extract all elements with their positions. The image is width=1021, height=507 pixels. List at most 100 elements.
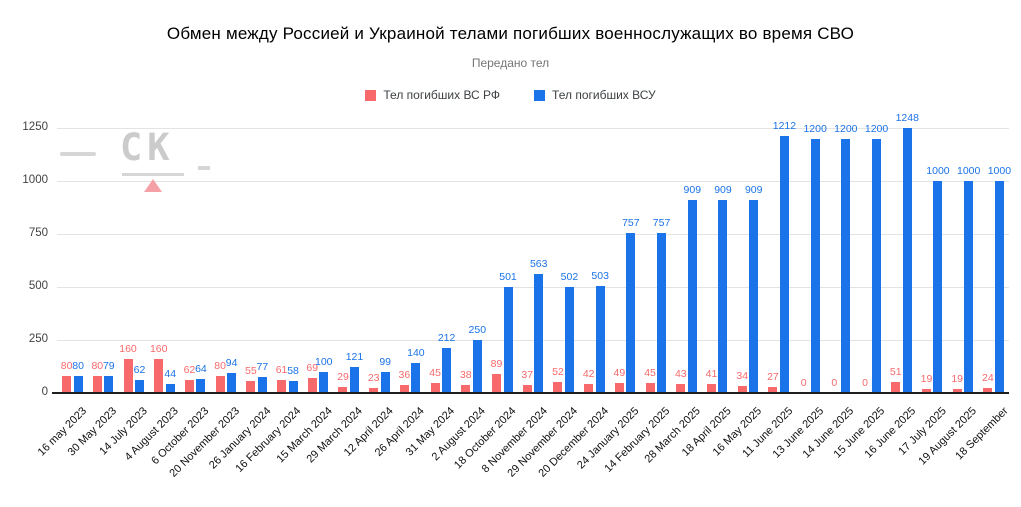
data-label-vsu-19 August 2025: 1000 bbox=[956, 165, 981, 177]
bar-vsu-14 July 2023 bbox=[135, 379, 144, 393]
legend: Тел погибших ВС РФ Тел погибших ВСУ bbox=[0, 88, 1021, 102]
bar-vsu-20 December 2024 bbox=[595, 286, 605, 393]
data-label-rf-26 April 2024: 36 bbox=[398, 369, 411, 382]
bar-vsu-17 July 2025 bbox=[933, 181, 943, 393]
bar-rf-12 April 2024 bbox=[369, 388, 379, 393]
bar-group-20 December 2024: 42 503 bbox=[579, 128, 610, 393]
bar-group-15 March 2024: 69 100 bbox=[303, 128, 334, 393]
bar-rf-31 May 2024 bbox=[430, 383, 440, 393]
data-label-rf-2 August 2024: 38 bbox=[459, 368, 472, 381]
data-label-vsu-31 May 2024: 212 bbox=[437, 332, 456, 345]
rf-swatch-icon bbox=[365, 89, 377, 101]
data-label-vsu-14 June 2025: 1200 bbox=[834, 122, 858, 135]
bar-vsu-29 March 2024 bbox=[349, 367, 359, 393]
bar-group-8 November 2024: 37 563 bbox=[518, 128, 549, 393]
watermark-text: CK bbox=[120, 126, 175, 169]
bar-rf-29 November 2024 bbox=[553, 381, 563, 393]
bar-vsu-31 May 2024 bbox=[442, 348, 452, 393]
bar-group-18 October 2024: 89 501 bbox=[487, 128, 518, 393]
bar-rf-24 January 2025 bbox=[614, 382, 624, 393]
data-label-rf-15 March 2024: 69 bbox=[306, 362, 319, 375]
bar-group-18 April 2025: 41 909 bbox=[702, 128, 733, 393]
bar-rf-14 July 2023 bbox=[123, 359, 133, 393]
bar-vsu-16 February 2024 bbox=[288, 380, 298, 393]
data-label-vsu-13 June 2025: 1200 bbox=[803, 122, 827, 135]
bar-rf-18 October 2024 bbox=[492, 374, 502, 393]
bar-vsu-8 November 2024 bbox=[534, 273, 544, 393]
bar-rf-15 March 2024 bbox=[307, 378, 317, 393]
bar-rf-29 March 2024 bbox=[338, 386, 348, 393]
bar-group-28 March 2025: 43 909 bbox=[671, 128, 702, 393]
bar-rf-17 July 2025 bbox=[921, 388, 931, 393]
data-label-vsu-16 June 2025: 1248 bbox=[895, 112, 919, 125]
bar-rf-20 November 2023 bbox=[215, 376, 225, 393]
bar-rf-16 may 2023 bbox=[62, 376, 72, 393]
data-label-rf-11 June 2025: 27 bbox=[767, 371, 779, 384]
data-label-rf-14 February 2025: 45 bbox=[644, 367, 656, 380]
bar-vsu-30 May 2023 bbox=[104, 376, 114, 393]
data-label-vsu-18 October 2024: 501 bbox=[499, 270, 517, 283]
data-label-rf-17 July 2025: 19 bbox=[920, 372, 933, 385]
chart-subtitle: Передано тел bbox=[471, 56, 550, 70]
bar-vsu-14 February 2025 bbox=[657, 232, 667, 393]
data-label-rf-19 August 2025: 19 bbox=[951, 372, 964, 385]
bar-rf-11 June 2025 bbox=[768, 387, 778, 393]
bar-group-4 August 2023: 160 44 bbox=[149, 128, 180, 393]
bar-rf-18 September bbox=[983, 387, 993, 393]
bar-vsu-18 October 2024 bbox=[503, 286, 513, 393]
gridline-1000 bbox=[57, 181, 1009, 182]
bar-vsu-15 March 2024 bbox=[319, 371, 329, 393]
bar-group-20 November 2023: 80 94 bbox=[211, 128, 242, 393]
bar-group-14 July 2023: 160 62 bbox=[118, 128, 149, 393]
bar-rf-20 December 2024 bbox=[584, 384, 594, 393]
bar-group-26 January 2024: 55 77 bbox=[241, 128, 272, 393]
bar-group-29 March 2024: 29 121 bbox=[333, 128, 364, 393]
y-tick-label-250: 250 bbox=[28, 333, 48, 345]
gridline-750 bbox=[57, 234, 1009, 235]
bar-vsu-14 June 2025 bbox=[841, 138, 851, 393]
data-label-rf-18 October 2024: 89 bbox=[490, 358, 503, 371]
bar-group-31 May 2024: 45 212 bbox=[426, 128, 457, 393]
bar-vsu-20 November 2023 bbox=[227, 373, 237, 393]
data-label-rf-29 March 2024: 29 bbox=[337, 370, 349, 383]
bar-rf-26 April 2024 bbox=[399, 385, 409, 393]
data-label-vsu-4 August 2023: 44 bbox=[164, 367, 177, 380]
data-label-rf-28 March 2025: 43 bbox=[674, 367, 687, 380]
data-label-vsu-26 April 2024: 140 bbox=[407, 347, 425, 360]
legend-label-rf: Тел погибших ВС РФ bbox=[383, 88, 501, 102]
bar-group-13 June 2025: 0 1200 bbox=[794, 123, 827, 393]
data-label-rf-18 April 2025: 41 bbox=[705, 368, 718, 381]
watermark-logo: CK bbox=[58, 126, 228, 195]
bar-rf-16 June 2025 bbox=[891, 382, 901, 393]
bar-rf-16 May 2025 bbox=[737, 385, 747, 393]
data-label-rf-8 November 2024: 37 bbox=[521, 369, 534, 382]
bar-vsu-16 May 2025 bbox=[749, 200, 759, 393]
watermark-underline-icon bbox=[122, 173, 184, 176]
bar-group-12 April 2024: 23 99 bbox=[364, 128, 395, 393]
bar-rf-4 August 2023 bbox=[154, 359, 164, 393]
data-label-vsu-2 August 2024: 250 bbox=[468, 324, 487, 336]
legend-item-vsu: Тел погибших ВСУ bbox=[534, 88, 656, 102]
y-tick-label-1000: 1000 bbox=[22, 174, 48, 186]
bar-group-16 May 2025: 34 909 bbox=[733, 128, 764, 393]
bar-vsu-13 June 2025 bbox=[810, 138, 820, 393]
data-label-vsu-20 December 2024: 503 bbox=[591, 270, 609, 283]
gridline-250 bbox=[57, 340, 1009, 341]
data-label-rf-24 January 2025: 49 bbox=[613, 366, 626, 379]
y-tick-label-0: 0 bbox=[41, 386, 48, 398]
bar-group-19 August 2025: 19 1000 bbox=[948, 128, 981, 393]
data-label-rf-15 June 2025: 0 bbox=[862, 377, 868, 389]
data-label-vsu-24 January 2025: 757 bbox=[622, 216, 640, 229]
legend-label-vsu: Тел погибших ВСУ bbox=[552, 88, 656, 102]
bar-vsu-4 August 2023 bbox=[165, 383, 175, 393]
data-label-vsu-15 June 2025: 1200 bbox=[864, 122, 889, 135]
bar-group-17 July 2025: 19 1000 bbox=[917, 128, 950, 393]
data-label-rf-20 November 2023: 80 bbox=[214, 360, 226, 373]
bar-rf-8 November 2024 bbox=[522, 385, 532, 393]
bar-group-14 June 2025: 0 1200 bbox=[825, 123, 858, 393]
data-label-vsu-12 April 2024: 99 bbox=[379, 356, 392, 369]
x-axis: 16 may 2023 30 May 2023 14 July 2023 4 Augu… bbox=[35, 397, 1010, 507]
data-label-vsu-8 November 2024: 563 bbox=[529, 257, 548, 270]
data-label-vsu-18 April 2025: 909 bbox=[714, 184, 732, 197]
bar-rf-18 April 2025 bbox=[706, 384, 716, 393]
